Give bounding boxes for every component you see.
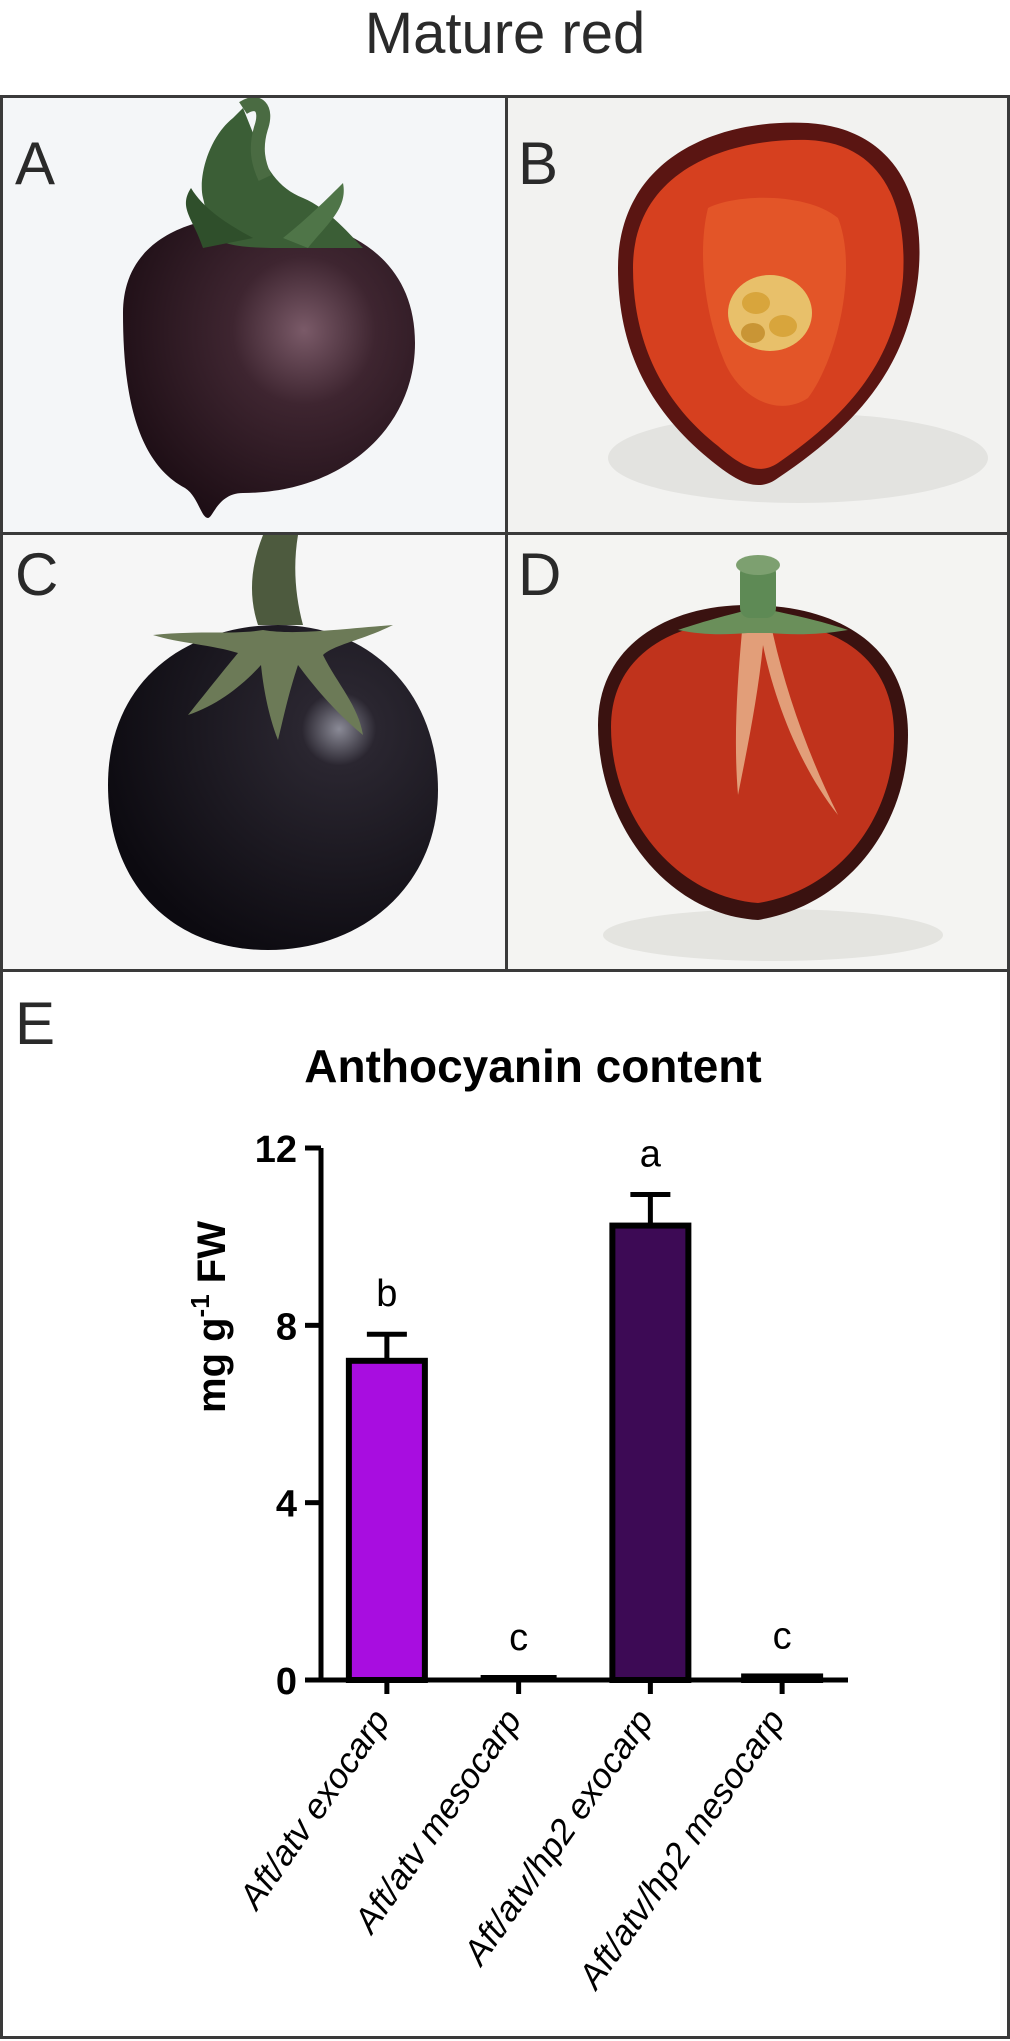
panel-a: A bbox=[0, 95, 508, 535]
whole-purple-tomato-image bbox=[3, 98, 505, 532]
y-axis-label-sup: -1 bbox=[185, 1294, 215, 1317]
panel-d: D bbox=[505, 532, 1010, 972]
whole-black-tomato-image bbox=[3, 535, 505, 969]
cut-tomato-half-with-stem-image bbox=[508, 535, 1007, 969]
panel-letter: C bbox=[15, 541, 59, 608]
significance-letter: b bbox=[376, 1273, 397, 1315]
anthocyanin-bar-chart: Anthocyanin content mg g-1 FW 04812bAft/… bbox=[185, 1040, 848, 1997]
panel-b: B bbox=[505, 95, 1010, 535]
bar bbox=[609, 1222, 692, 1683]
y-axis-label-tail: FW bbox=[190, 1221, 234, 1295]
y-axis-label-main: mg g bbox=[190, 1317, 234, 1413]
significance-letter: c bbox=[773, 1615, 792, 1657]
chart-title: Anthocyanin content bbox=[304, 1040, 761, 1092]
y-tick-label: 4 bbox=[276, 1484, 297, 1526]
bar bbox=[345, 1357, 428, 1683]
y-tick-label: 8 bbox=[276, 1306, 297, 1348]
panel-letter: A bbox=[15, 130, 56, 197]
panel-letter: D bbox=[518, 541, 562, 608]
panel-e: E Anthocyanin content mg g-1 FW 0 4 8 12 b Af… bbox=[0, 969, 1010, 2039]
y-tick-label: 12 bbox=[255, 1129, 297, 1171]
y-axis-label: mg g-1 FW bbox=[185, 1221, 234, 1413]
panel-c: C bbox=[0, 532, 508, 972]
bar bbox=[741, 1673, 824, 1683]
y-tick-label: 0 bbox=[276, 1661, 297, 1703]
panel-letter: E bbox=[15, 990, 56, 1057]
significance-letter: c bbox=[509, 1617, 528, 1659]
panel-letter: B bbox=[518, 130, 559, 197]
significance-letter: a bbox=[640, 1134, 662, 1176]
figure-title: Mature red bbox=[364, 1, 646, 66]
cut-tomato-half-image bbox=[508, 98, 1007, 532]
